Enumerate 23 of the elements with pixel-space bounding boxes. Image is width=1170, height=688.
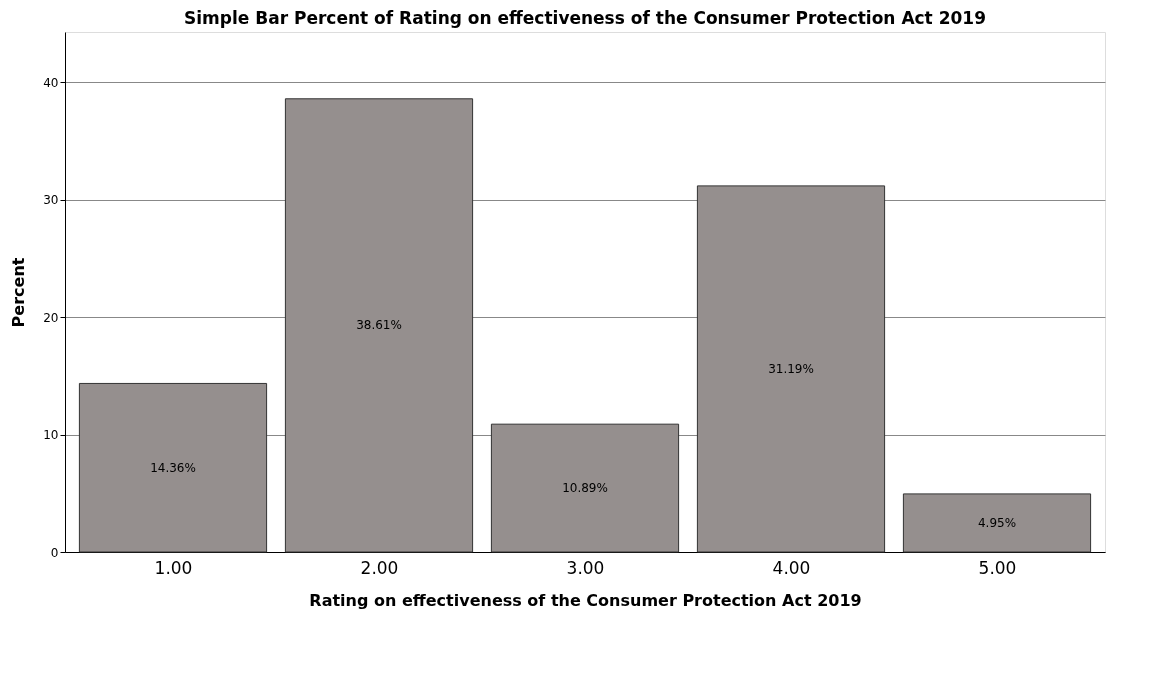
data-label: 10.89% bbox=[562, 481, 608, 496]
data-label: 4.95% bbox=[977, 515, 1017, 530]
x-tick-label: 3.00 bbox=[566, 557, 605, 578]
x-axis-title: Rating on effectiveness of the Consumer Protection Act 2019 bbox=[309, 590, 862, 610]
y-tick-label: 30 bbox=[43, 193, 59, 208]
bar bbox=[490, 423, 680, 553]
x-tick-label: 4.00 bbox=[772, 557, 811, 578]
bar bbox=[284, 98, 474, 553]
bar bbox=[902, 493, 1092, 553]
bar bbox=[696, 185, 886, 553]
bar bbox=[78, 382, 268, 553]
chart-title: Simple Bar Percent of Rating on effectiveness of the Consumer Protection Act 2019 bbox=[184, 8, 986, 28]
y-tick-label: 40 bbox=[43, 75, 59, 90]
y-tick-label: 20 bbox=[43, 310, 59, 325]
y-tick-label: 0 bbox=[50, 545, 59, 560]
x-tick-label: 2.00 bbox=[360, 557, 399, 578]
x-tick-label: 5.00 bbox=[978, 557, 1017, 578]
data-label: 38.61% bbox=[356, 318, 402, 333]
x-tick-label: 1.00 bbox=[154, 557, 193, 578]
y-tick-label: 10 bbox=[43, 428, 59, 443]
data-label: 31.19% bbox=[768, 361, 814, 376]
data-label: 14.36% bbox=[150, 460, 196, 475]
y-axis-title: Percent bbox=[9, 257, 29, 328]
